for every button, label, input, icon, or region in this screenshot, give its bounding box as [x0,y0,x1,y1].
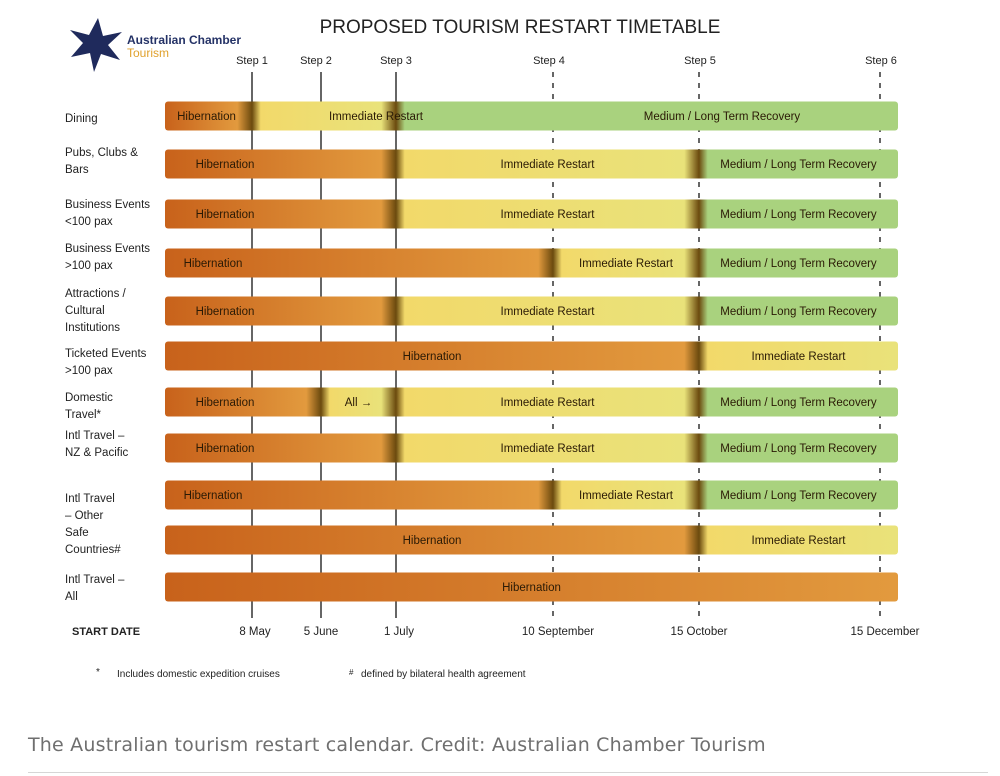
phase-label-hibernation: Hibernation [196,397,255,409]
phase-label-recovery: Medium / Long Term Recovery [720,443,877,455]
phase-label-recovery: Medium / Long Term Recovery [720,397,877,409]
timeline-bar [165,149,898,179]
row-label: Pubs, Clubs & Bars [65,147,138,176]
phase-label-hibernation: Hibernation [403,351,462,363]
row-label: Business Events <100 pax [65,199,150,228]
start-date-1: 8 May [239,626,271,638]
footnote-1: Includes domestic expedition cruises [117,669,280,680]
timeline-bar [165,199,898,229]
timeline-bar [165,248,898,278]
step-label-4: Step 4 [533,55,565,67]
row-label: Intl Travel – Other Safe Countries# [65,493,121,556]
timeline-row: Hibernation Immediate Restart Medium / Lon… [165,296,898,326]
phase-label-hibernation: Hibernation [196,443,255,455]
phase-label-recovery: Medium / Long Term Recovery [720,209,877,221]
phase-label-all: All → [345,397,372,409]
start-date-2: 5 June [304,626,339,638]
timeline-row: Hibernation Immediate Restart [165,341,898,371]
timeline-row: Hibernation Immediate Restart Medium / Lon… [165,101,898,131]
timeline-bar [165,387,898,417]
phase-label-restart: Immediate Restart [579,258,674,270]
logo-name: Australian Chamber [127,33,241,47]
timeline-bar [165,572,898,602]
logo-sub: Tourism [127,46,169,60]
step-label-1: Step 1 [236,55,268,67]
phase-label-restart: Immediate Restart [752,351,847,363]
timeline-row: Hibernation Immediate Restart Medium / Lon… [165,248,898,278]
timeline-bar [165,480,898,510]
row-label: Attractions / Cultural Institutions [65,288,127,334]
phase-label-recovery: Medium / Long Term Recovery [720,258,877,270]
step-label-6: Step 6 [865,55,897,67]
phase-label-hibernation: Hibernation [184,490,243,502]
row-label: Domestic Travel* [65,392,113,421]
start-date-6: 15 December [850,626,919,638]
phase-label-hibernation: Hibernation [196,306,255,318]
step-label-2: Step 2 [300,55,332,67]
timeline-bar [165,525,898,555]
timeline-row: Hibernation Immediate Restart [165,525,898,555]
row-label: Dining [65,113,98,125]
phase-label-recovery: Medium / Long Term Recovery [720,159,877,171]
footnotes: * Includes domestic expedition cruises #… [96,667,526,680]
step-label-5: Step 5 [684,55,716,67]
phase-label-hibernation: Hibernation [403,535,462,547]
start-date-label: START DATE [72,626,140,638]
row-label: Business Events >100 pax [65,243,150,272]
phase-label-hibernation: Hibernation [196,159,255,171]
timeline-row: Hibernation Immediate Restart Medium / Lon… [165,480,898,510]
phase-label-restart: Immediate Restart [501,397,596,409]
start-date-5: 15 October [671,626,728,638]
star-icon [70,18,122,72]
row-label: Intl Travel – NZ & Pacific [65,430,129,459]
timeline-row: Hibernation Immediate Restart Medium / Lon… [165,199,898,229]
timeline-row: Hibernation Immediate Restart Medium / Lon… [165,149,898,179]
footnote-mark-2: # [349,668,354,677]
phase-label-restart: Immediate Restart [579,490,674,502]
caption-divider [28,772,988,773]
row-label: Ticketed Events >100 pax [65,348,147,377]
phase-label-hibernation: Hibernation [184,258,243,270]
phase-label-restart: Immediate Restart [501,306,596,318]
phase-label-recovery: Medium / Long Term Recovery [644,111,801,123]
start-date-3: 1 July [384,626,414,638]
phase-label-hibernation: Hibernation [196,209,255,221]
phase-label-recovery: Medium / Long Term Recovery [720,306,877,318]
timeline-bar [165,341,898,371]
phase-label-restart: Immediate Restart [752,535,847,547]
phase-label-recovery: Medium / Long Term Recovery [720,490,877,502]
timeline-bar [165,101,898,131]
timeline-bar [165,296,898,326]
row-label: Intl Travel – All [65,574,125,603]
logo: Australian Chamber Tourism [70,18,241,72]
phase-label-hibernation: Hibernation [177,111,236,123]
figure-caption: The Australian tourism restart calendar.… [28,734,766,756]
start-date-4: 10 September [522,626,594,638]
phase-label-restart: Immediate Restart [501,443,596,455]
phase-label-restart: Immediate Restart [501,159,596,171]
phase-label-restart: Immediate Restart [501,209,596,221]
phase-label-hibernation: Hibernation [502,582,561,594]
timeline-row: Hibernation All → Immediate Restart Medium … [165,387,898,417]
footnote-mark-1: * [96,667,100,678]
timeline-row: Hibernation [165,572,898,602]
timeline-bar [165,433,898,463]
page-title: PROPOSED TOURISM RESTART TIMETABLE [320,17,721,38]
footnote-2: defined by bilateral health agreement [361,669,526,680]
timeline-row: Hibernation Immediate Restart Medium / Lon… [165,433,898,463]
step-label-3: Step 3 [380,55,412,67]
phase-label-restart: Immediate Restart [329,111,424,123]
